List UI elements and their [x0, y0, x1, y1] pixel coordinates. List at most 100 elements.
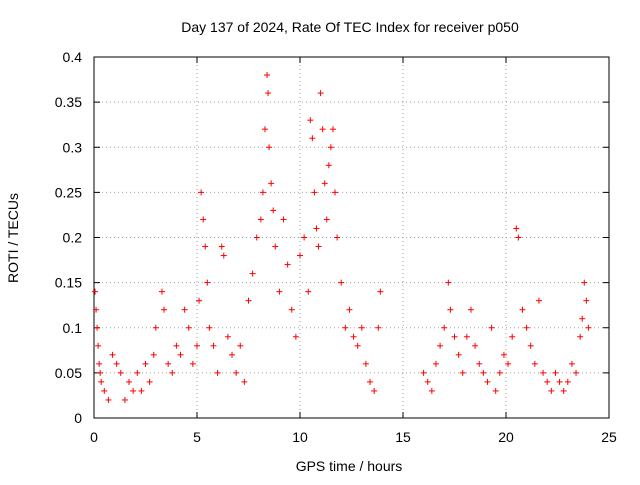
x-tick-label-5: 25 [601, 429, 617, 445]
data-point [327, 144, 334, 151]
data-point [196, 297, 203, 304]
x-tick-label-2: 10 [292, 429, 308, 445]
data-point [224, 333, 231, 340]
data-point [253, 234, 260, 241]
data-point [305, 288, 312, 295]
data-point [95, 342, 102, 349]
data-point [346, 306, 353, 313]
data-point [181, 306, 188, 313]
data-point [496, 369, 503, 376]
data-point [367, 378, 374, 385]
data-point [500, 351, 507, 358]
y-tick-label-1: 0.05 [55, 365, 82, 381]
y-tick-label-2: 0.1 [63, 320, 83, 336]
data-point [210, 342, 217, 349]
data-point [463, 333, 470, 340]
data-point [142, 360, 149, 367]
data-point [488, 324, 495, 331]
data-point [284, 261, 291, 268]
data-point [185, 324, 192, 331]
data-point [519, 306, 526, 313]
data-point [509, 333, 516, 340]
data-point [535, 297, 542, 304]
data-point [233, 369, 240, 376]
data-point [169, 369, 176, 376]
data-point [583, 297, 590, 304]
data-point [249, 270, 256, 277]
data-point [261, 126, 268, 133]
data-point [268, 180, 275, 187]
data-point [420, 369, 427, 376]
data-point [447, 306, 454, 313]
data-point [121, 396, 128, 403]
data-point [264, 72, 271, 79]
data-point [564, 378, 571, 385]
data-point [259, 189, 266, 196]
data-point [579, 315, 586, 322]
data-point [130, 387, 137, 394]
data-point [319, 126, 326, 133]
data-point [93, 306, 100, 313]
data-point [513, 225, 520, 232]
data-point [165, 360, 172, 367]
data-point [173, 342, 180, 349]
x-tick-label-0: 0 [90, 429, 98, 445]
data-point [317, 90, 324, 97]
data-point [276, 288, 283, 295]
chart-title: Day 137 of 2024, Rate Of TEC Index for r… [181, 19, 519, 35]
data-point [334, 234, 341, 241]
data-point [556, 378, 563, 385]
y-tick-label-0: 0 [74, 410, 82, 426]
data-point [424, 378, 431, 385]
data-point [307, 117, 314, 124]
x-axis-label: GPS time / hours [296, 458, 403, 474]
data-point [342, 324, 349, 331]
data-point [476, 360, 483, 367]
y-tick-label-5: 0.25 [55, 184, 82, 200]
data-point [480, 369, 487, 376]
data-point [329, 126, 336, 133]
tick-labels: 0 5 10 15 20 25 0 0.05 0.1 0.15 0.2 0.25 0.3 0.35 0.4 [55, 49, 617, 445]
data-point [505, 360, 512, 367]
data-point [146, 378, 153, 385]
data-point [266, 144, 273, 151]
data-point [309, 135, 316, 142]
x-tick-label-3: 15 [395, 429, 411, 445]
data-point [451, 333, 458, 340]
data-point [321, 180, 328, 187]
data-point [161, 306, 168, 313]
data-point [540, 369, 547, 376]
data-point [158, 288, 165, 295]
data-point [270, 207, 277, 214]
data-point [257, 216, 264, 223]
data-point [492, 387, 499, 394]
data-point [189, 360, 196, 367]
y-tick-label-8: 0.4 [63, 49, 83, 65]
data-point [92, 288, 99, 295]
data-point [301, 234, 308, 241]
data-point [325, 162, 332, 169]
data-point [332, 189, 339, 196]
data-point [527, 342, 534, 349]
data-point [354, 342, 361, 349]
y-tick-label-6: 0.3 [63, 139, 83, 155]
data-point [152, 324, 159, 331]
axes [93, 56, 610, 419]
data-point [362, 360, 369, 367]
data-point [441, 324, 448, 331]
data-point [214, 369, 221, 376]
x-tick-label-1: 5 [193, 429, 201, 445]
data-point [206, 324, 213, 331]
data-point [531, 360, 538, 367]
data-point [548, 387, 555, 394]
data-point [138, 387, 145, 394]
data-point [581, 279, 588, 286]
data-point [375, 324, 382, 331]
data-point [98, 378, 105, 385]
data-point [523, 324, 530, 331]
data-point [445, 279, 452, 286]
data-point [459, 369, 466, 376]
data-point [220, 252, 227, 259]
data-point [272, 243, 279, 250]
